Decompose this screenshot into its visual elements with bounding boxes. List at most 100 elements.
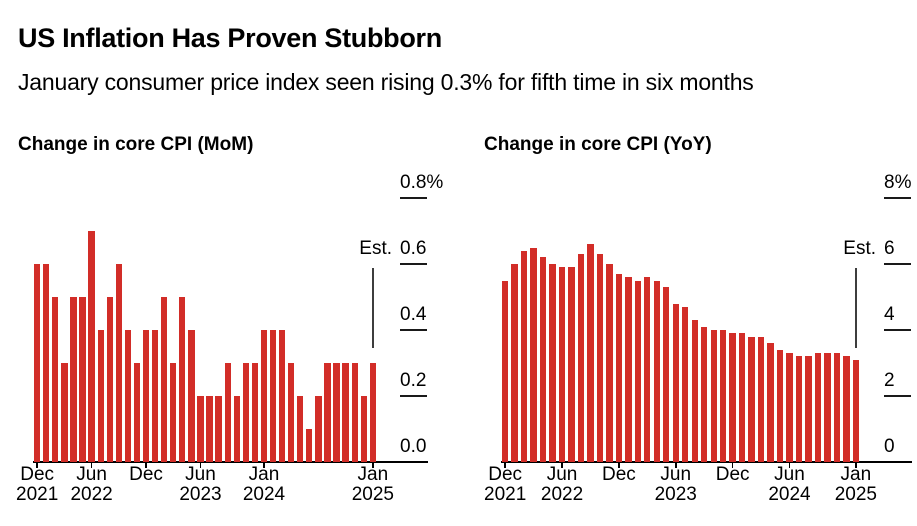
x-axis-label: Dec [129, 464, 163, 485]
y-axis-tick [884, 197, 911, 199]
x-axis-label: Jun 2023 [179, 464, 222, 505]
bar [824, 353, 831, 462]
bar [663, 287, 670, 462]
bar [644, 277, 651, 462]
y-axis-tick [400, 395, 427, 397]
estimate-line [372, 268, 374, 348]
page-title: US Inflation Has Proven Stubborn [18, 23, 442, 54]
bar [142, 330, 150, 462]
bar [606, 264, 613, 462]
y-axis-label: 0.6 [400, 238, 427, 259]
bar [333, 363, 340, 462]
bar [814, 353, 822, 462]
bar [691, 320, 698, 462]
bar [701, 326, 708, 462]
bar [61, 363, 68, 462]
x-axis-label: Dec 2021 [16, 464, 59, 505]
bar [558, 267, 566, 462]
yoy-chart-title: Change in core CPI (YoY) [484, 133, 712, 155]
bar [224, 363, 231, 462]
y-axis-tick [400, 263, 427, 265]
bar [251, 363, 259, 462]
bar [539, 257, 547, 462]
bar [720, 330, 727, 462]
x-axis-tick [618, 462, 620, 468]
bar [795, 356, 803, 462]
bar [369, 363, 376, 462]
x-axis-tick [504, 462, 506, 468]
y-axis-label: 0 [884, 436, 895, 457]
bar [260, 330, 268, 462]
y-axis-label: 4 [884, 304, 895, 325]
x-axis-tick [788, 462, 791, 468]
bar [115, 264, 122, 462]
estimate-line [855, 268, 857, 348]
bar [738, 333, 746, 462]
y-axis-label: 0.4 [400, 304, 427, 325]
bar [70, 297, 77, 462]
y-axis-label: 0.2 [400, 370, 427, 391]
y-axis-tick [884, 329, 911, 331]
x-axis-label: Jun 2022 [70, 464, 113, 505]
x-axis-tick [855, 462, 857, 468]
x-axis-label: Jun 2023 [654, 464, 697, 505]
bar [843, 356, 850, 462]
bar [315, 396, 322, 462]
bar [748, 336, 755, 462]
bar [179, 297, 186, 462]
bar [106, 297, 113, 462]
bar [97, 330, 104, 462]
x-axis-label: Jun 2022 [540, 464, 584, 505]
bar [520, 250, 528, 462]
bar [833, 353, 841, 462]
bar [269, 330, 277, 462]
bar [625, 277, 632, 462]
bar [161, 297, 168, 462]
y-axis-tick [400, 197, 427, 199]
x-axis-tick [675, 462, 677, 468]
y-axis-label: 0.8% [400, 172, 444, 193]
bar [79, 297, 86, 462]
bar [215, 396, 222, 462]
y-axis-label: 8% [884, 172, 912, 193]
bar [124, 330, 132, 462]
bar [710, 330, 717, 462]
x-axis-label: Dec [601, 464, 636, 485]
bar [682, 306, 689, 462]
bar [615, 273, 623, 462]
bar [351, 363, 358, 462]
bar [577, 254, 585, 462]
x-axis-tick [561, 462, 563, 468]
x-axis-label: Jun 2024 [768, 464, 811, 505]
bar [34, 264, 41, 462]
bar [852, 359, 859, 462]
bar [288, 363, 295, 462]
y-axis-label: 2 [884, 370, 895, 391]
bar [170, 363, 177, 462]
y-axis-tick [884, 263, 911, 265]
bar [233, 396, 240, 462]
bar [88, 231, 95, 462]
bar [511, 264, 518, 462]
bar [278, 330, 286, 462]
x-axis-label: Dec 2021 [484, 464, 527, 505]
bar [757, 336, 765, 462]
bar [776, 349, 784, 462]
x-axis-tick [90, 462, 93, 468]
mom-chart-title: Change in core CPI (MoM) [18, 133, 254, 155]
bar [133, 363, 141, 462]
bar [52, 297, 59, 462]
bar [342, 363, 349, 462]
y-axis-tick [400, 329, 427, 331]
bar [297, 396, 304, 462]
bar [729, 333, 736, 462]
estimate-label: Est. [359, 238, 392, 259]
bar [786, 353, 793, 462]
bar [197, 396, 204, 462]
bar [634, 280, 641, 462]
page-subtitle: January consumer price index seen rising… [18, 69, 754, 95]
bar [43, 264, 50, 462]
